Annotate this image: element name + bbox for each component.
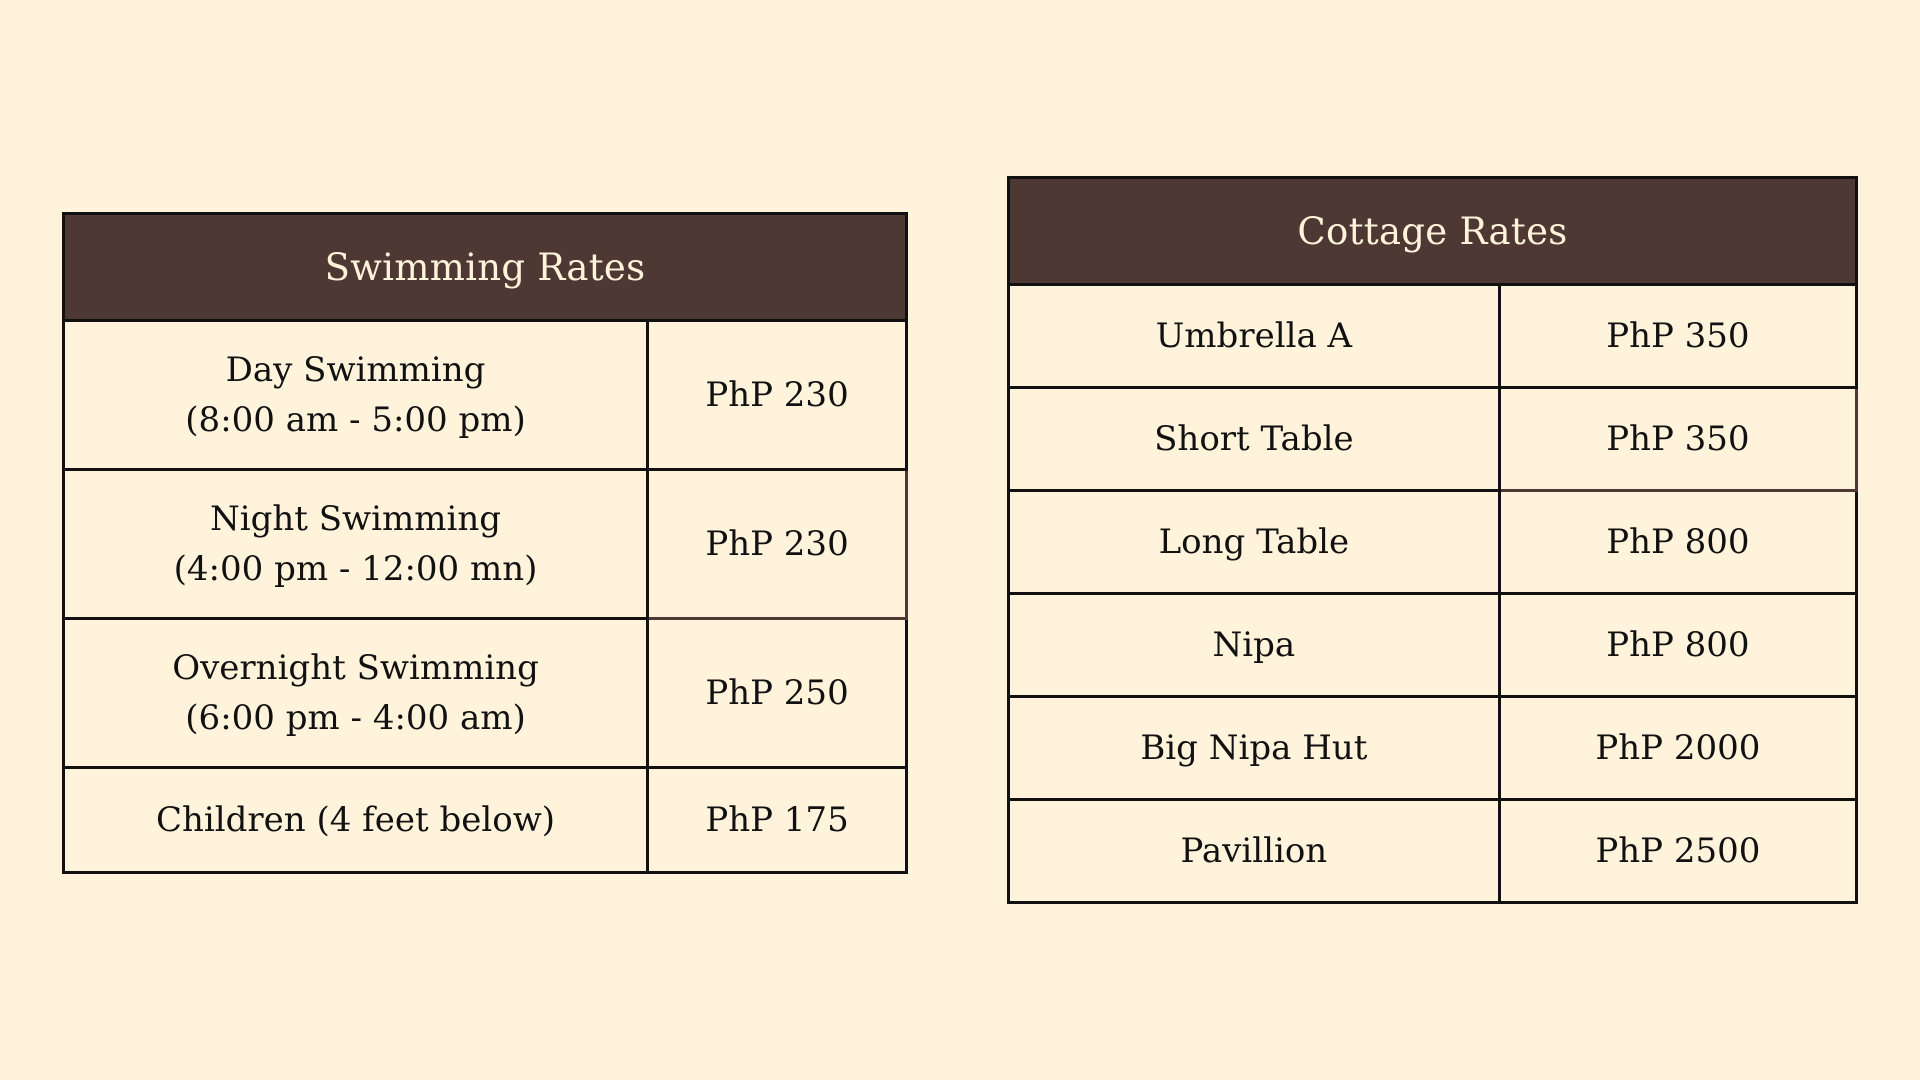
cottage-price: PhP 800 bbox=[1497, 489, 1859, 595]
table-row: Children (4 feet below) PhP 175 bbox=[61, 766, 908, 874]
cottage-name: Pavillion bbox=[1007, 798, 1501, 904]
rate-name-cell: Day Swimming (8:00 am - 5:00 pm) bbox=[61, 319, 650, 471]
table-row: Short Table PhP 350 bbox=[1007, 386, 1859, 492]
rate-name: Overnight Swimming bbox=[172, 648, 539, 688]
rate-hours: (6:00 pm - 4:00 am) bbox=[185, 698, 526, 738]
cottage-rates-table: Cottage Rates Umbrella A PhP 350 Short T… bbox=[1007, 176, 1859, 904]
table-row: Nipa PhP 800 bbox=[1007, 592, 1859, 698]
cottage-name: Nipa bbox=[1007, 592, 1501, 698]
cottage-name: Umbrella A bbox=[1007, 283, 1501, 389]
cottage-price: PhP 2500 bbox=[1497, 798, 1859, 904]
rate-name-cell: Overnight Swimming (6:00 pm - 4:00 am) bbox=[61, 617, 650, 769]
rate-name: Day Swimming bbox=[225, 350, 486, 390]
swimming-rates-table: Swimming Rates Day Swimming (8:00 am - 5… bbox=[61, 212, 908, 874]
table-row: Big Nipa Hut PhP 2000 bbox=[1007, 695, 1859, 801]
rate-price: PhP 175 bbox=[646, 766, 908, 874]
rate-hours: (8:00 am - 5:00 pm) bbox=[185, 400, 526, 440]
cottage-price: PhP 350 bbox=[1497, 283, 1859, 389]
rate-price: PhP 230 bbox=[646, 468, 908, 620]
cottage-name: Short Table bbox=[1007, 386, 1501, 492]
cottage-rates-title: Cottage Rates bbox=[1007, 176, 1858, 286]
table-row: Umbrella A PhP 350 bbox=[1007, 283, 1859, 389]
table-row: Night Swimming (4:00 pm - 12:00 mn) PhP … bbox=[61, 468, 908, 620]
swimming-rates-title: Swimming Rates bbox=[62, 212, 908, 322]
cottage-name: Big Nipa Hut bbox=[1007, 695, 1501, 801]
rate-name: Children (4 feet below) bbox=[61, 766, 650, 874]
cottage-name: Long Table bbox=[1007, 489, 1501, 595]
rate-name-cell: Night Swimming (4:00 pm - 12:00 mn) bbox=[61, 468, 650, 620]
cottage-price: PhP 800 bbox=[1497, 592, 1859, 698]
swimming-header-row: Swimming Rates bbox=[62, 212, 908, 322]
table-row: Pavillion PhP 2500 bbox=[1007, 798, 1859, 904]
table-row: Long Table PhP 800 bbox=[1007, 489, 1859, 595]
table-row: Day Swimming (8:00 am - 5:00 pm) PhP 230 bbox=[61, 319, 908, 471]
rate-price: PhP 250 bbox=[646, 617, 908, 769]
cottage-header-row: Cottage Rates bbox=[1007, 176, 1858, 286]
table-row: Overnight Swimming (6:00 pm - 4:00 am) P… bbox=[61, 617, 908, 769]
cottage-price: PhP 350 bbox=[1497, 386, 1859, 492]
rate-name: Night Swimming bbox=[210, 499, 502, 539]
cottage-price: PhP 2000 bbox=[1497, 695, 1859, 801]
rate-hours: (4:00 pm - 12:00 mn) bbox=[173, 549, 538, 589]
rate-price: PhP 230 bbox=[646, 319, 908, 471]
